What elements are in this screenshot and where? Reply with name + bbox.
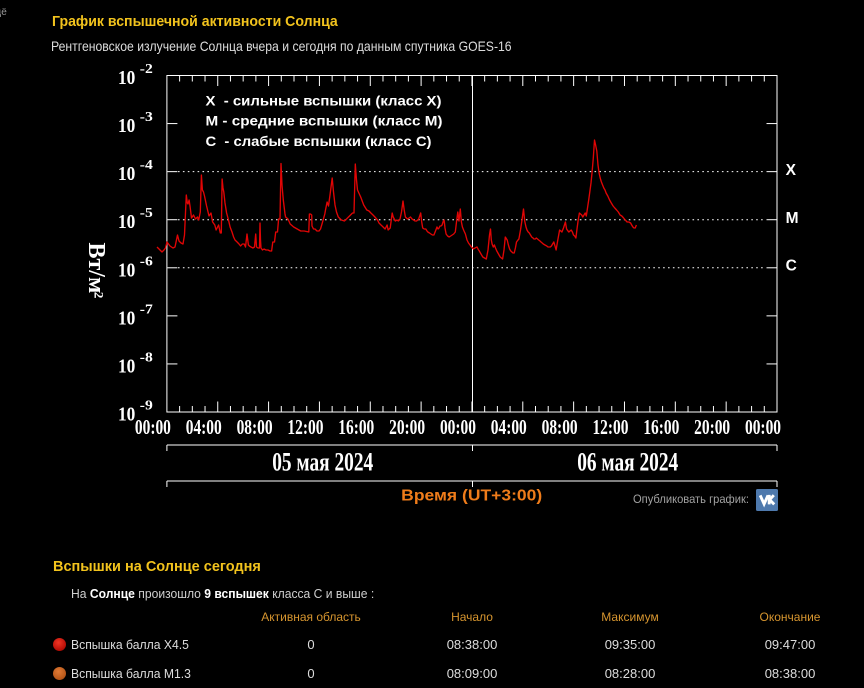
svg-text:10: 10	[118, 404, 135, 426]
svg-text:X - сильные вспышки (класс X): X - сильные вспышки (класс X)	[206, 94, 442, 110]
svg-text:10: 10	[118, 67, 135, 89]
svg-text:20:00: 20:00	[389, 415, 425, 439]
svg-text:10: 10	[118, 211, 135, 233]
svg-text:10: 10	[118, 355, 135, 377]
svg-text:10: 10	[118, 259, 135, 281]
svg-text:C: C	[786, 257, 797, 274]
svg-text:10: 10	[118, 307, 135, 329]
svg-text:12:00: 12:00	[592, 415, 628, 439]
svg-text:20:00: 20:00	[694, 415, 730, 439]
svg-text:-3: -3	[140, 109, 153, 124]
svg-text:X: X	[786, 162, 797, 179]
svg-text:-5: -5	[140, 205, 153, 220]
svg-text:05 мая 2024: 05 мая 2024	[272, 447, 373, 477]
svg-text:10: 10	[118, 163, 135, 185]
svg-text:16:00: 16:00	[338, 415, 374, 439]
svg-text:00:00: 00:00	[135, 415, 171, 439]
svg-text:-2: -2	[140, 61, 153, 76]
svg-text:Время (UT+3:00): Время (UT+3:00)	[401, 488, 542, 505]
svg-text:10: 10	[118, 115, 135, 137]
svg-text:06 мая 2024: 06 мая 2024	[577, 447, 678, 477]
svg-text:00:00: 00:00	[745, 415, 781, 439]
svg-text:-9: -9	[140, 398, 153, 413]
svg-text:-7: -7	[140, 301, 153, 316]
svg-text:-6: -6	[140, 253, 153, 268]
svg-text:04:00: 04:00	[491, 415, 527, 439]
svg-text:-8: -8	[140, 349, 153, 364]
svg-text:16:00: 16:00	[643, 415, 679, 439]
svg-text:08:00: 08:00	[542, 415, 578, 439]
svg-text:08:00: 08:00	[237, 415, 273, 439]
svg-text:-4: -4	[140, 157, 153, 172]
svg-text:C - слабые вспышки (класс C): C - слабые вспышки (класс C)	[206, 134, 432, 150]
svg-text:Вт/м2: Вт/м2	[83, 243, 109, 299]
svg-text:M: M	[786, 210, 799, 227]
svg-text:M - средние вспышки (класс M): M - средние вспышки (класс M)	[206, 114, 443, 130]
svg-text:04:00: 04:00	[186, 415, 222, 439]
svg-text:12:00: 12:00	[287, 415, 323, 439]
svg-text:00:00: 00:00	[440, 415, 476, 439]
